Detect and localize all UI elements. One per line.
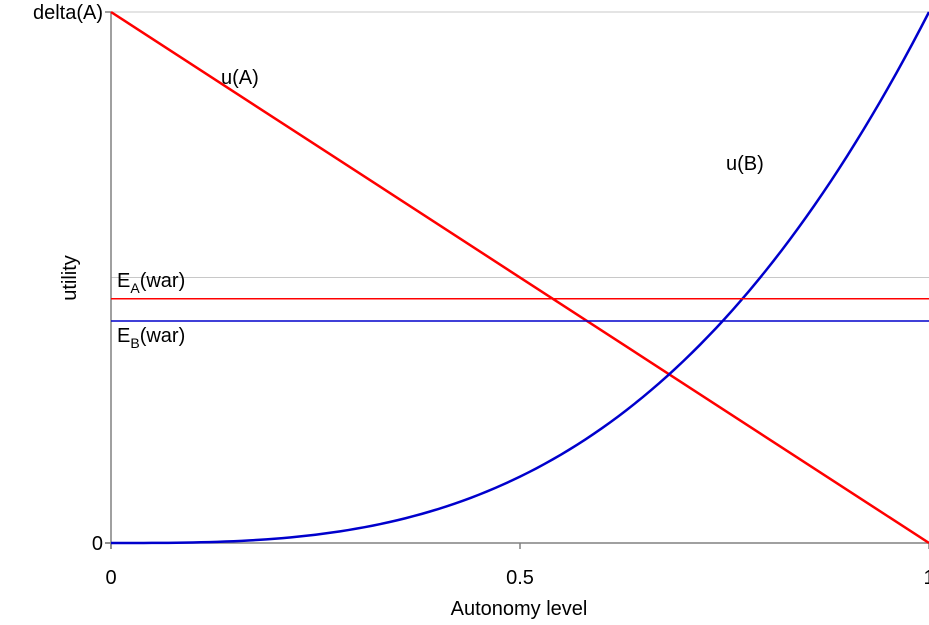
series-line-u-a	[110, 10, 929, 545]
y-axis-label: utility	[59, 255, 81, 301]
series-line-u-b	[111, 11, 929, 545]
grid	[111, 11, 929, 278]
series-layer	[110, 10, 929, 545]
x-tick-label-2: 1	[923, 567, 929, 589]
x-tick-label-1: 0.5	[506, 567, 534, 589]
y-tick-label-1: delta(A)	[33, 2, 103, 24]
series-label-u-b: u(B)	[726, 153, 764, 175]
y-tick-label-0: 0	[92, 533, 103, 555]
axes: 0 0.5 1 0 delta(A)	[33, 2, 929, 589]
labels-layer: u(A) u(B) EA(war) EB(war)	[117, 67, 764, 351]
x-tick-label-0: 0	[105, 567, 116, 589]
series-label-u-a: u(A)	[221, 67, 259, 89]
series-label-e-a-war: EA(war)	[117, 270, 185, 296]
series-label-e-b-war: EB(war)	[117, 325, 185, 351]
x-axis-label: Autonomy level	[451, 598, 588, 620]
